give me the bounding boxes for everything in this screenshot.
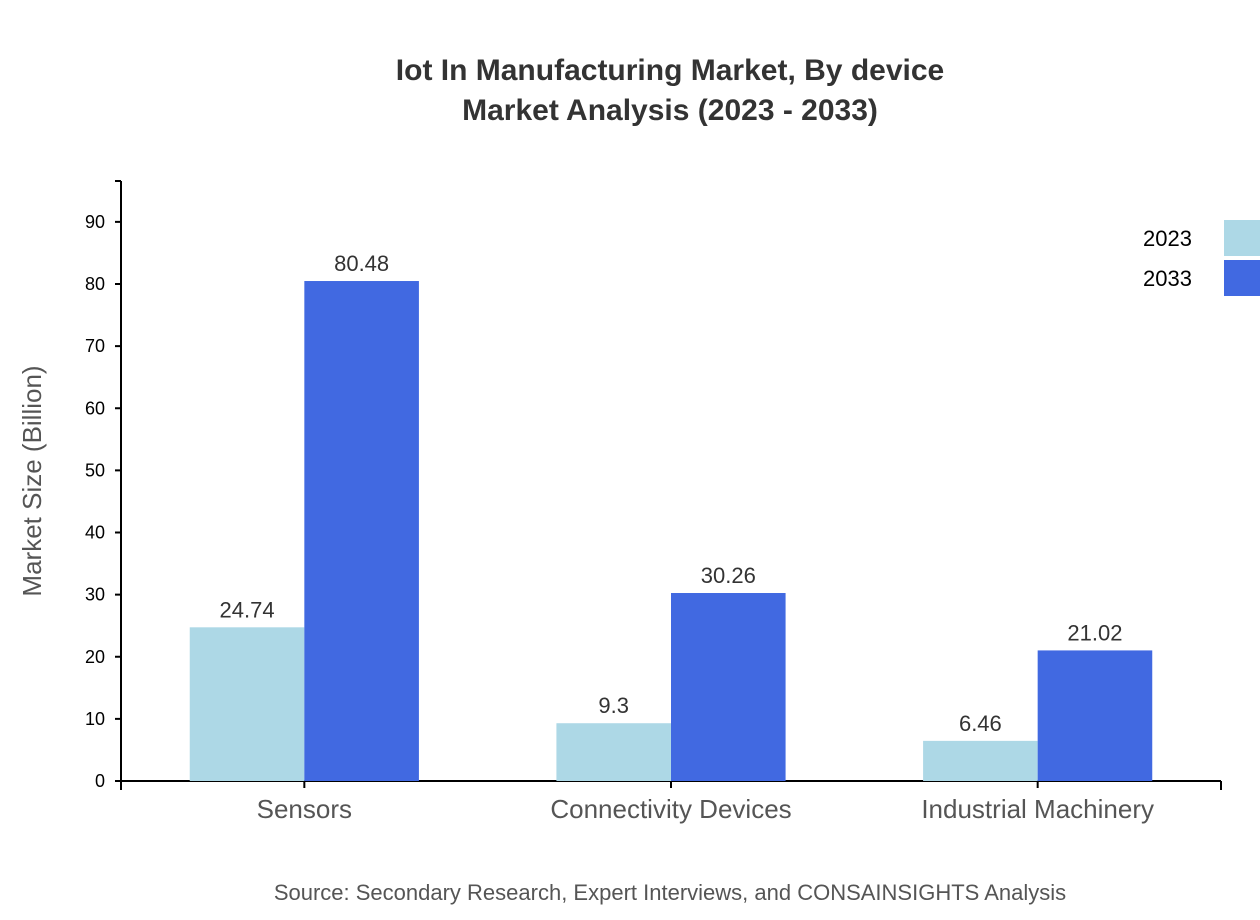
y-tick-label: 50 (85, 460, 105, 480)
y-tick-label: 20 (85, 647, 105, 667)
bar-2023 (923, 740, 1038, 781)
bar-2033 (304, 281, 419, 781)
x-tick-label: Sensors (257, 794, 352, 824)
data-label: 6.46 (959, 711, 1002, 736)
data-label: 30.26 (701, 563, 756, 588)
bar-2033 (671, 593, 786, 781)
legend-label: 2033 (1143, 266, 1192, 291)
y-tick-label: 60 (85, 398, 105, 418)
y-tick-label: 40 (85, 523, 105, 543)
data-label: 9.3 (598, 693, 629, 718)
data-label: 21.02 (1067, 620, 1122, 645)
x-tick-label: Connectivity Devices (550, 794, 791, 824)
y-tick-label: 30 (85, 585, 105, 605)
chart-title: Iot In Manufacturing Market, By device (396, 54, 944, 87)
bar-2033 (1037, 650, 1153, 781)
legend-swatch-2023 (1224, 220, 1260, 256)
y-tick-label: 10 (85, 709, 105, 729)
y-tick-label: 0 (95, 771, 105, 791)
data-label: 80.48 (334, 251, 389, 276)
x-tick-label: Industrial Machinery (921, 794, 1154, 824)
y-tick-label: 90 (85, 212, 105, 232)
bar-2023 (556, 723, 671, 781)
y-axis-label: Market Size (Billion) (17, 365, 47, 596)
data-label: 24.74 (220, 597, 275, 622)
source-note: Source: Secondary Research, Expert Inter… (274, 880, 1066, 905)
bar-2023 (189, 627, 305, 781)
y-tick-label: 70 (85, 336, 105, 356)
chart-subtitle: Market Analysis (2023 - 2033) (462, 94, 878, 127)
y-tick-label: 80 (85, 274, 105, 294)
legend: 2023 2033 (1143, 220, 1260, 296)
legend-swatch-2033 (1224, 260, 1260, 296)
legend-label: 2023 (1143, 226, 1192, 251)
